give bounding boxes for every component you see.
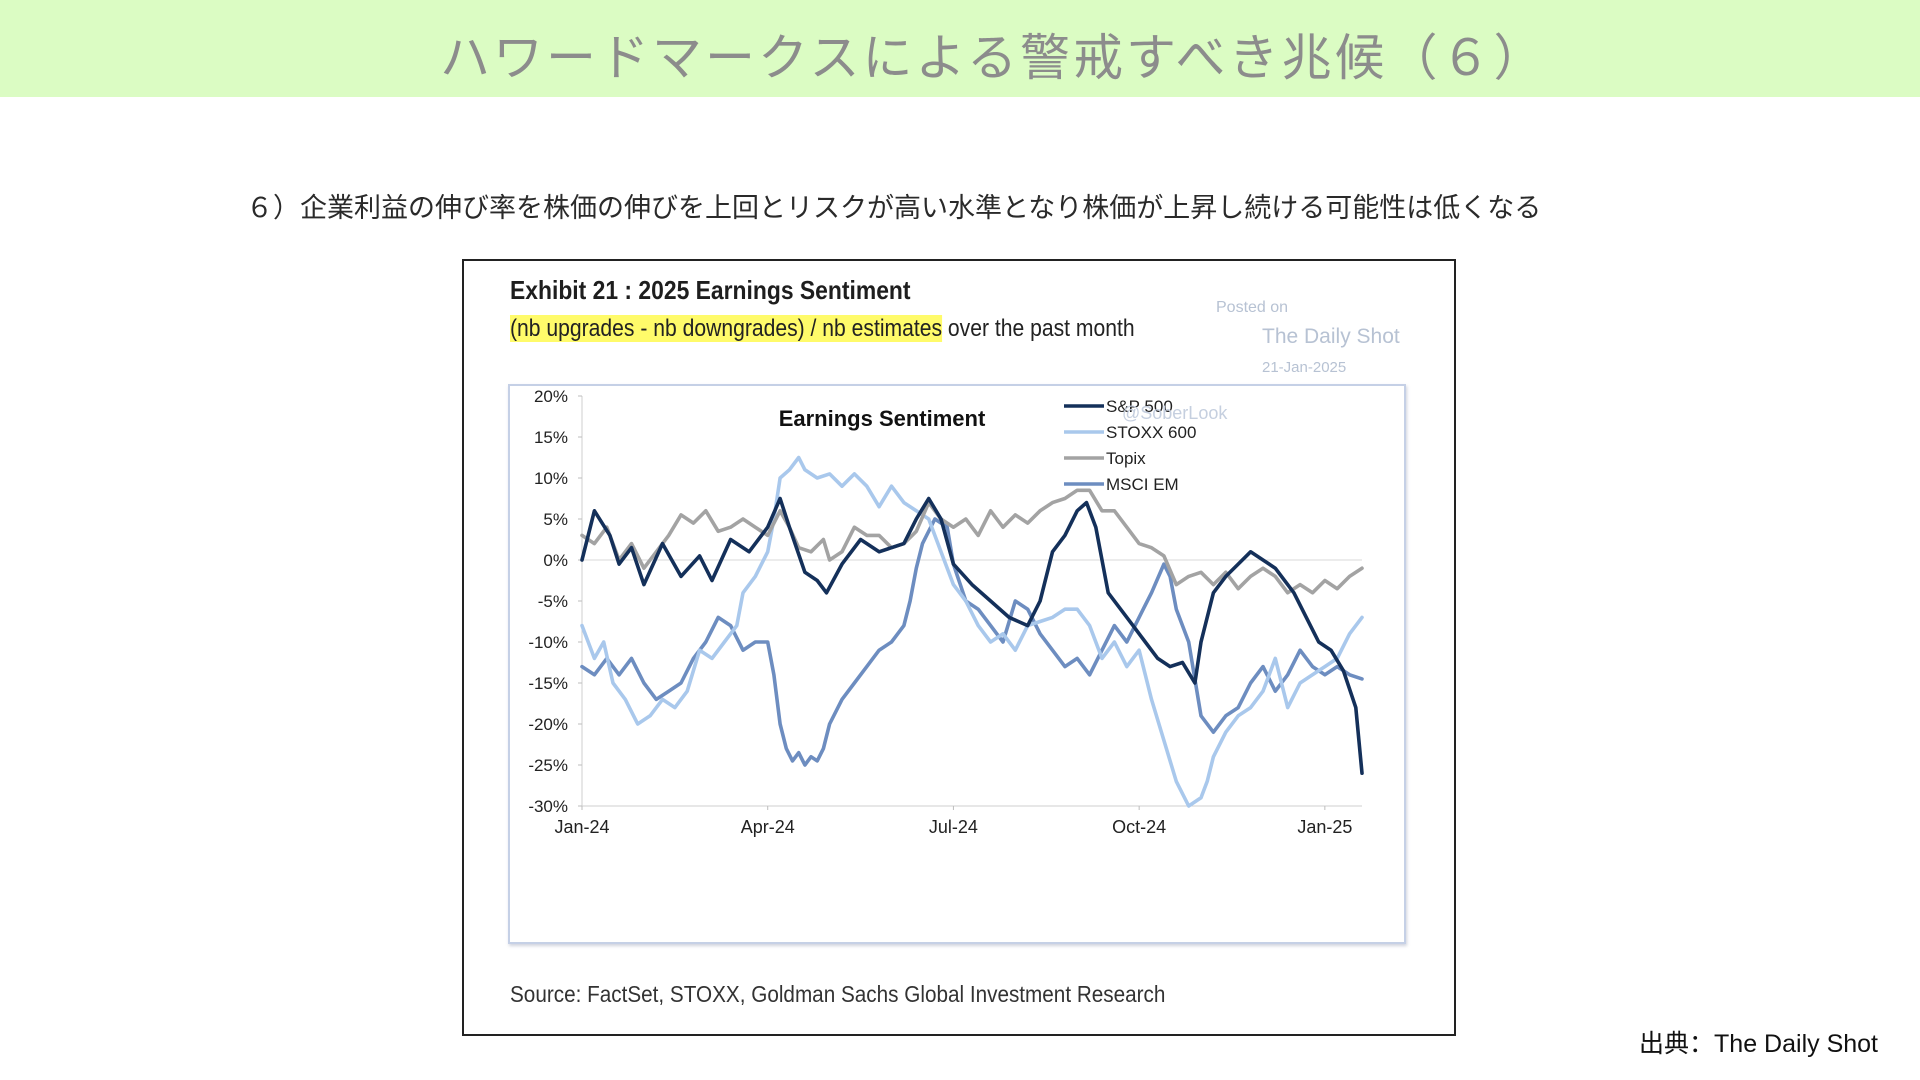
x-tick-label: Apr-24 (741, 817, 795, 837)
source-note: Source: FactSet, STOXX, Goldman Sachs Gl… (510, 981, 1166, 1007)
exhibit-description-highlight: (nb upgrades - nb downgrades) / nb estim… (510, 315, 943, 342)
y-tick-label: 20% (534, 387, 568, 406)
x-tick-label: Jul-24 (929, 817, 978, 837)
series-line-s-p-500 (580, 496, 1364, 775)
chart-frame: 20% 15% 10% 5% 0% -5% -10% -15% -20% -25% -30% Jan-… (508, 384, 1406, 944)
y-tick-label: 15% (534, 428, 568, 447)
y-tick-label: -25% (528, 756, 568, 775)
exhibit-description: (nb upgrades - nb downgrades) / nb estim… (510, 315, 1135, 343)
y-tick-label: -20% (528, 715, 568, 734)
earnings-sentiment-chart: 20%15%10%5%0%-5%-10%-15%-20%-25%-30%Jan-… (528, 387, 1364, 837)
credit-note: 出典：The Daily Shot (1639, 1030, 1878, 1058)
legend-label: STOXX 600 (1106, 423, 1196, 442)
y-tick-label: 10% (534, 469, 568, 488)
chart-title: Earnings Sentiment (779, 406, 986, 431)
header-banner: ハワードマークスによる警戒すべき兆候（６） (0, 0, 1920, 97)
x-tick-label: Jan-24 (554, 817, 609, 837)
exhibit-title: Exhibit 21 : 2025 Earnings Sentiment (510, 275, 911, 305)
posted-date: 21-Jan-2025 (1262, 359, 1347, 376)
x-tick-label: Oct-24 (1112, 817, 1166, 837)
exhibit-figure: Exhibit 21 : 2025 Earnings Sentiment (nb… (462, 259, 1456, 1036)
posted-on-label: Posted on (1216, 299, 1289, 316)
y-tick-label: 0% (543, 551, 568, 570)
legend-label: S&P 500 (1106, 397, 1173, 416)
series-line-stoxx-600 (580, 455, 1364, 808)
series-line-topix (580, 488, 1364, 595)
y-tick-label: -15% (528, 674, 568, 693)
y-tick-label: 5% (543, 510, 568, 529)
x-tick-label: Jan-25 (1297, 817, 1352, 837)
legend-label: Topix (1106, 449, 1146, 468)
legend-label: MSCI EM (1106, 475, 1179, 494)
y-tick-label: -30% (528, 797, 568, 816)
posted-source: The Daily Shot (1262, 325, 1400, 348)
y-tick-label: -5% (538, 592, 568, 611)
page-title: ハワードマークスによる警戒すべき兆候（６） (440, 29, 1547, 87)
y-tick-label: -10% (528, 633, 568, 652)
exhibit-description-rest: over the past month (942, 315, 1135, 342)
watermark-text: @SoberLook (1122, 403, 1228, 423)
slide-subtitle: ６）企業利益の伸び率を株価の伸びを上回とリスクが高い水準となり株価が上昇し続ける… (246, 193, 1542, 224)
